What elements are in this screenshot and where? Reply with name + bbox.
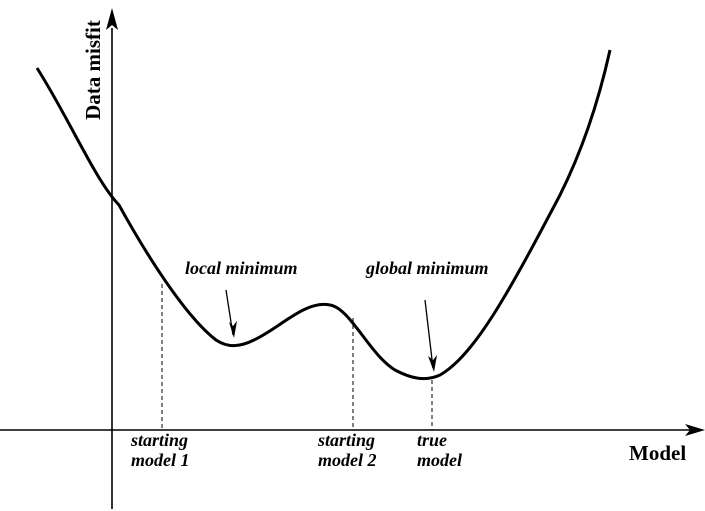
local-minimum-arrowhead bbox=[229, 321, 237, 338]
global-minimum-arrow bbox=[424, 299, 434, 369]
true-model-line2: model bbox=[417, 450, 462, 470]
y-axis-label: Data misfit bbox=[81, 20, 105, 120]
x-axis-arrowhead bbox=[685, 424, 705, 436]
global-minimum-label: global minimum bbox=[365, 258, 489, 278]
starting-model-2-label: starting model 2 bbox=[317, 430, 380, 470]
true-model-label: true model bbox=[417, 430, 462, 470]
local-minimum-label: local minimum bbox=[185, 258, 298, 278]
misfit-curve bbox=[35, 49, 612, 381]
starting-model-1-label: starting model 1 bbox=[130, 430, 193, 470]
starting-model-1-line2: model 1 bbox=[131, 450, 190, 470]
x-axis-label: Model bbox=[629, 441, 686, 465]
starting-model-2-line1: starting bbox=[317, 430, 375, 450]
true-model-line1: true bbox=[417, 430, 447, 450]
starting-model-1-line1: starting bbox=[130, 430, 188, 450]
y-axis-arrowhead bbox=[106, 8, 118, 30]
global-minimum-arrowhead bbox=[428, 355, 437, 372]
x-axis bbox=[0, 424, 705, 436]
y-axis bbox=[106, 8, 118, 509]
starting-model-2-line2: model 2 bbox=[318, 450, 377, 470]
